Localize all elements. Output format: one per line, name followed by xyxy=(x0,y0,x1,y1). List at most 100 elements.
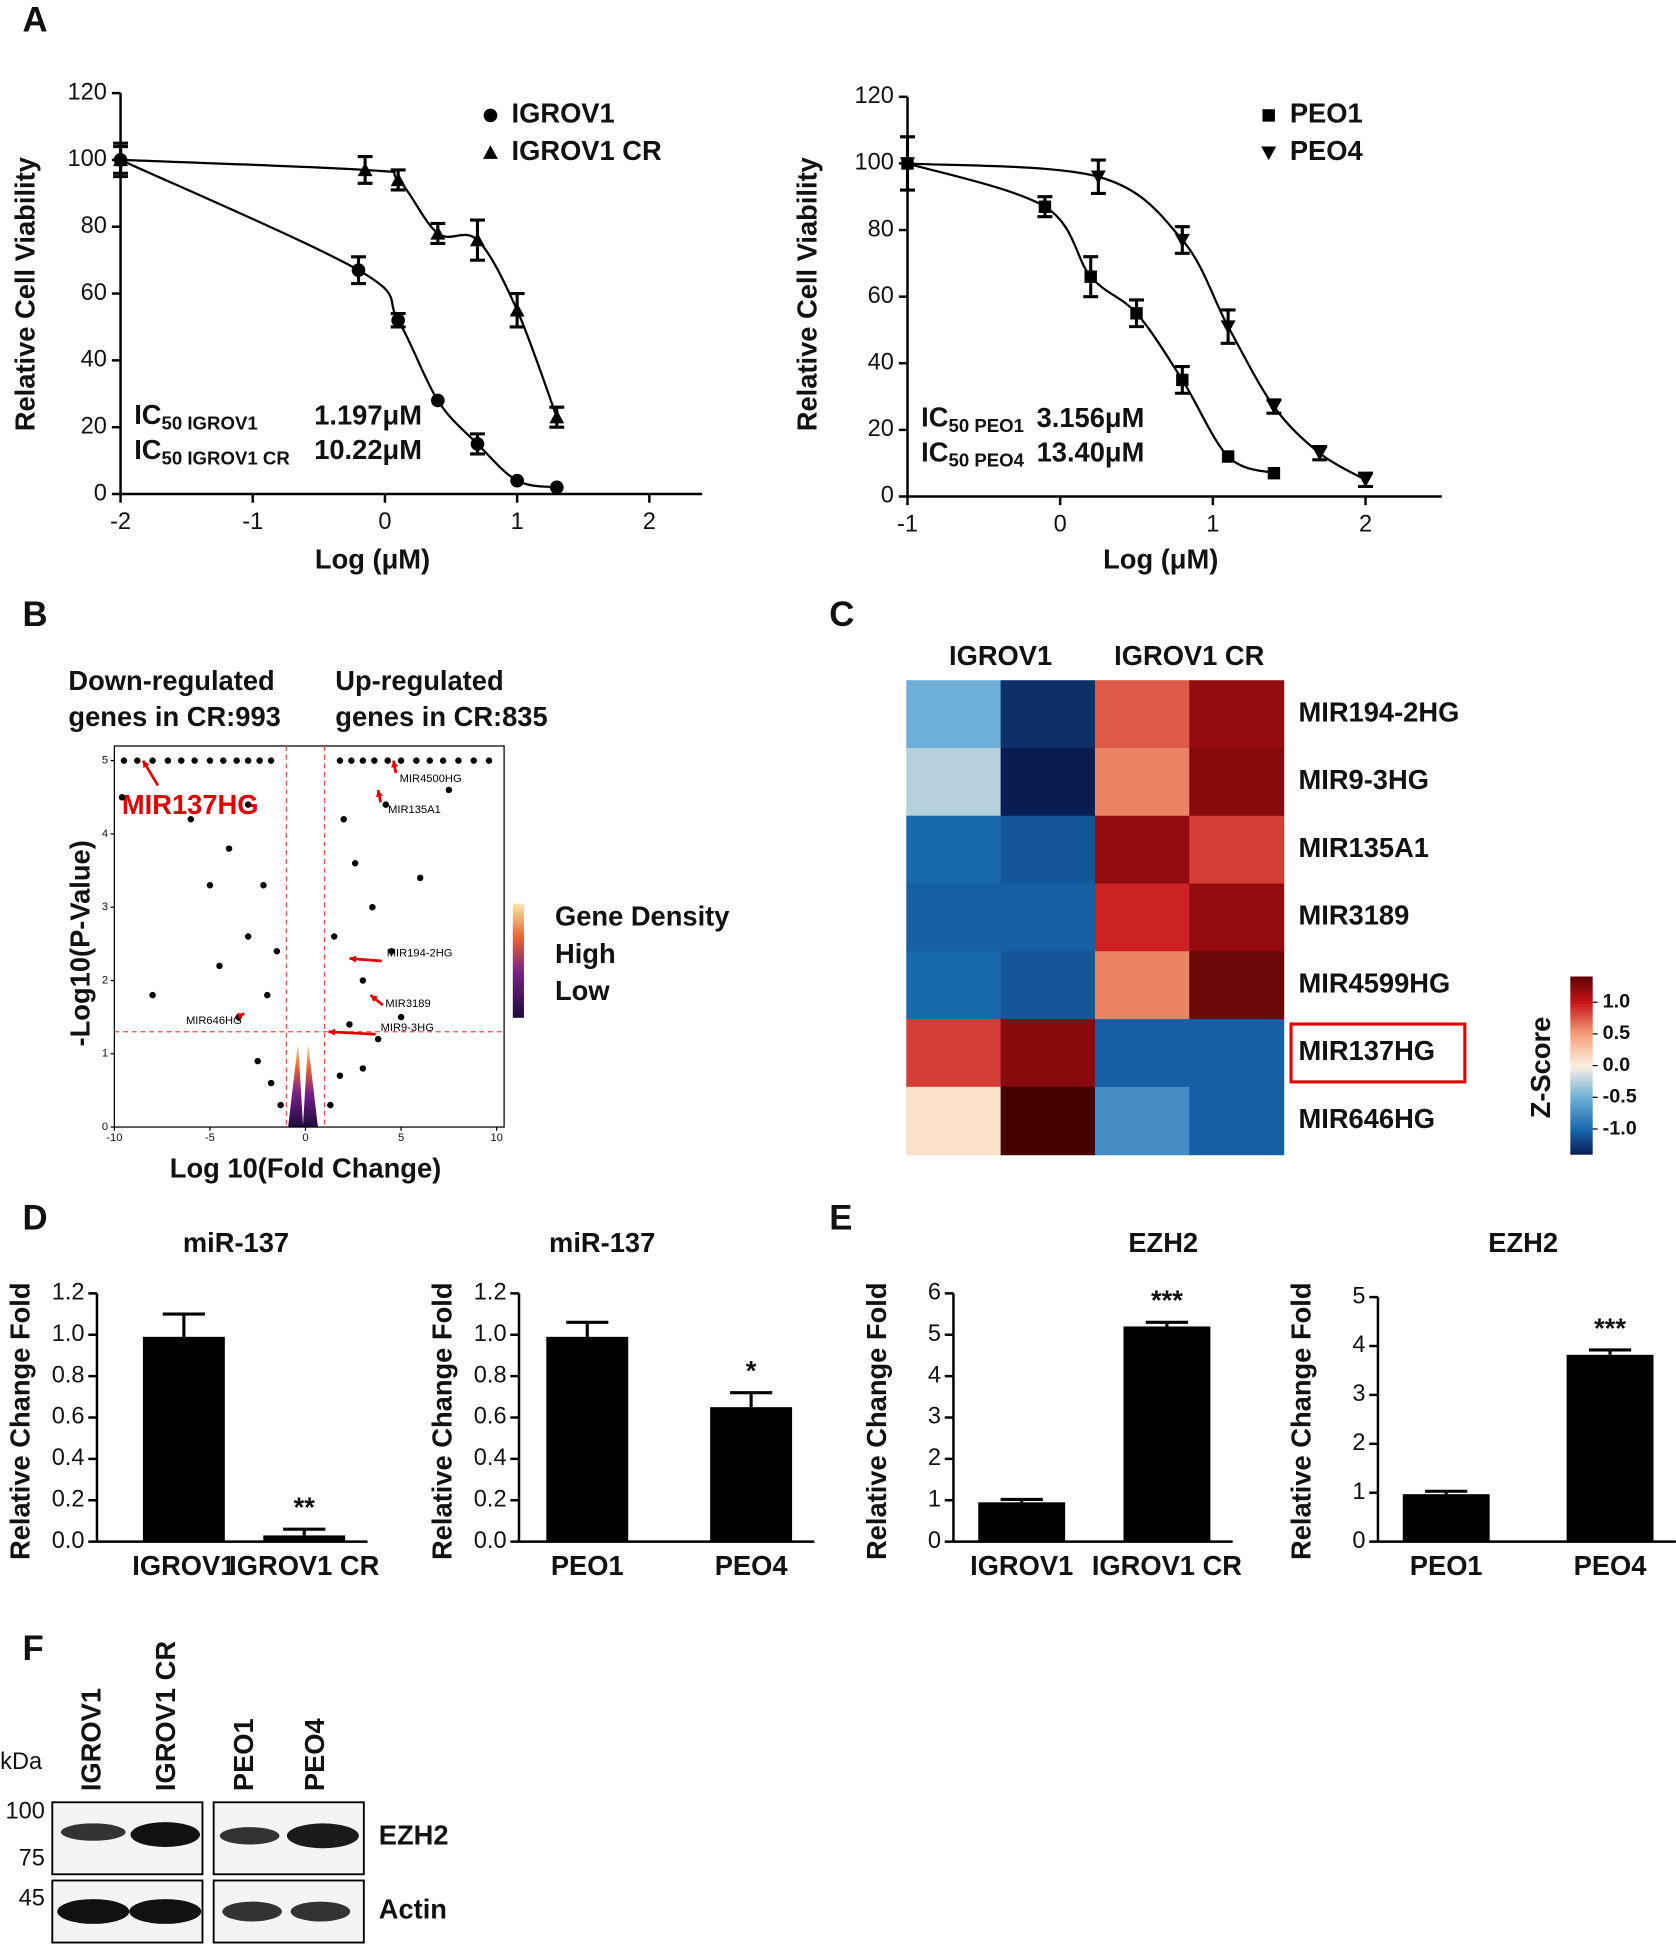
gene-point xyxy=(244,757,252,764)
x-tick-label: 1 xyxy=(511,508,524,534)
colorbar-step xyxy=(1570,982,1593,987)
heatmap-cell xyxy=(1094,1086,1190,1156)
y-tick-label: 80 xyxy=(868,215,894,241)
colorbar-step xyxy=(1570,1020,1593,1025)
group-label: Down-regulated xyxy=(68,665,274,696)
gene-point xyxy=(359,977,367,984)
colorbar-step xyxy=(1570,1038,1593,1043)
point xyxy=(390,172,406,187)
gene-point xyxy=(187,816,195,823)
ic50-prefix: IC xyxy=(134,434,161,465)
gene-point xyxy=(336,757,344,764)
colorbar-step xyxy=(1570,1097,1593,1102)
gene-point xyxy=(233,757,240,764)
y-tick-label: 4 xyxy=(1352,1331,1365,1357)
legend-label: IGROV1 CR xyxy=(512,135,662,166)
colorbar-step xyxy=(1570,1003,1593,1007)
x-tick-label: 2 xyxy=(643,508,656,534)
y-tick-label: 3 xyxy=(102,901,108,913)
colorbar-step xyxy=(1570,1112,1593,1117)
significance: *** xyxy=(1151,1285,1183,1316)
colorbar-step xyxy=(1570,1006,1593,1010)
heatmap-cell xyxy=(1094,951,1190,1020)
error-bar xyxy=(1588,1348,1632,1355)
point xyxy=(1267,466,1281,480)
y-tick-label: 20 xyxy=(868,415,894,441)
point xyxy=(391,313,405,328)
point xyxy=(549,480,564,495)
arrow-head xyxy=(328,1028,336,1036)
x-tick-label: IGROV1 CR xyxy=(229,1550,379,1581)
x-tick-label: -1 xyxy=(897,510,918,536)
gene-point xyxy=(244,933,252,940)
y-tick-label: 5 xyxy=(928,1320,941,1346)
protein-label: EZH2 xyxy=(379,1819,449,1850)
y-axis-label: Relative Cell Viability xyxy=(792,156,823,431)
colorbar-step xyxy=(1570,1115,1593,1120)
y-tick-label: 3 xyxy=(1352,1380,1365,1406)
y-axis-label: Relative Cell Viability xyxy=(10,156,41,431)
colorbar-step xyxy=(1570,1014,1593,1019)
heatmap-cell xyxy=(1000,815,1096,885)
y-tick-label: 0.8 xyxy=(52,1361,85,1387)
gene-point xyxy=(426,757,433,764)
gene-label: MIR4500HG xyxy=(400,773,462,785)
legend-label: Low xyxy=(555,975,610,1006)
heatmap-cell xyxy=(1094,815,1190,885)
ic50-subscript: 50 IGROV1 CR xyxy=(162,447,291,468)
legend-label: IGROV1 xyxy=(512,98,615,129)
point xyxy=(430,393,445,408)
gene-point xyxy=(267,757,275,764)
colorbar-tick-label: -0.5 xyxy=(1603,1086,1637,1108)
colorbar-step xyxy=(1570,1000,1593,1004)
y-tick-label: 40 xyxy=(868,349,894,375)
heatmap-cell xyxy=(1094,747,1190,817)
gene-point xyxy=(374,1035,382,1043)
gene-point xyxy=(371,757,378,764)
point xyxy=(1090,170,1106,185)
colorbar-step xyxy=(1570,1053,1593,1058)
colorbar-step xyxy=(1570,976,1593,981)
point xyxy=(351,263,366,277)
arrow-head xyxy=(349,955,357,963)
bar xyxy=(1566,1354,1654,1542)
gene-label: MIR646HG xyxy=(186,1015,242,1027)
x-tick-label: IGROV1 xyxy=(132,1550,235,1581)
y-tick-label: 0.4 xyxy=(52,1444,85,1470)
panel-label: D xyxy=(23,1199,48,1237)
colorbar-step xyxy=(1570,1121,1593,1126)
y-tick-label: 0.6 xyxy=(474,1403,507,1429)
colorbar-step xyxy=(1570,1077,1593,1081)
gene-point xyxy=(384,757,391,764)
heatmap-cell xyxy=(1000,1086,1096,1156)
y-axis-label: Relative Change Fold xyxy=(1286,1282,1317,1560)
heatmap-cell xyxy=(1189,680,1285,749)
y-tick-label: 120 xyxy=(855,82,894,108)
bar xyxy=(1123,1326,1211,1542)
colorbar-step xyxy=(1570,1091,1593,1096)
gene-point xyxy=(191,757,198,764)
error-bar xyxy=(1145,1320,1189,1327)
panel-label: E xyxy=(829,1199,852,1237)
panel-label: A xyxy=(23,2,48,40)
panel-label: F xyxy=(23,1630,44,1668)
lane-label: PEO4 xyxy=(299,1717,330,1791)
bar xyxy=(710,1407,793,1542)
error-bar xyxy=(566,1320,609,1337)
gene-label: MIR9-3HG xyxy=(381,1022,434,1034)
y-axis-label: Relative Change Fold xyxy=(5,1282,36,1560)
colorbar-step xyxy=(1570,1133,1593,1137)
y-tick-label: 1.0 xyxy=(52,1320,85,1346)
row-label: MIR4599HG xyxy=(1299,967,1451,998)
colorbar-step xyxy=(1570,1026,1593,1031)
blot-image xyxy=(51,1801,365,1944)
y-tick-label: 1 xyxy=(102,1048,108,1060)
gene-label: MIR137HG xyxy=(122,789,259,820)
y-tick-label: 1.0 xyxy=(474,1320,507,1346)
point xyxy=(1221,450,1235,463)
colorbar-step xyxy=(1570,1142,1593,1146)
ic50-label: IC50 IGROV1 CR xyxy=(134,434,290,468)
row-label: MIR194-2HG xyxy=(1299,696,1460,727)
